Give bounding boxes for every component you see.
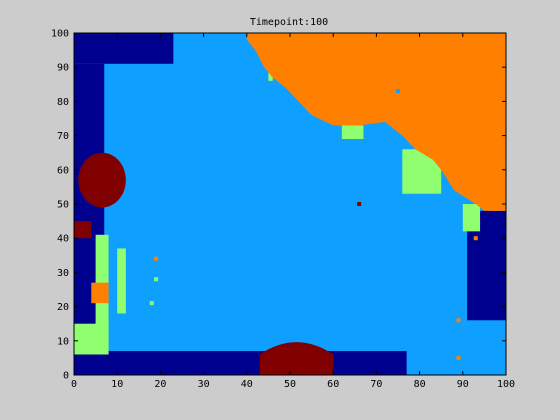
x-tick-label: 0 xyxy=(71,379,77,390)
y-tick-label: 60 xyxy=(57,165,69,176)
y-tick-label: 50 xyxy=(57,200,69,211)
x-tick-label: 40 xyxy=(241,379,253,390)
state-regions xyxy=(74,33,507,375)
x-tick-label: 100 xyxy=(497,379,515,390)
region-dark-blue-0 xyxy=(74,33,174,64)
chart-title: Timepoint:100 xyxy=(250,17,328,28)
point-orange-8 xyxy=(456,355,461,360)
x-tick-label: 80 xyxy=(414,379,426,390)
x-tick-label: 50 xyxy=(284,379,296,390)
region-light-green-9 xyxy=(117,248,126,314)
x-tick-label: 10 xyxy=(111,379,123,390)
region-dark-red-4 xyxy=(259,342,334,375)
y-tick-label: 10 xyxy=(57,336,69,347)
y-tick-label: 20 xyxy=(57,302,69,313)
state-points xyxy=(149,89,478,360)
point-orange-7 xyxy=(456,318,461,323)
y-axis-ticks: 0 10 20 30 40 50 60 70 80 90 100 xyxy=(51,29,506,382)
point-light-blue-1 xyxy=(279,147,284,152)
point-light-green-5 xyxy=(154,277,159,282)
x-tick-label: 30 xyxy=(198,379,210,390)
region-orange-14 xyxy=(246,33,507,211)
y-tick-label: 30 xyxy=(57,268,69,279)
y-tick-label: 100 xyxy=(51,29,69,40)
point-light-green-6 xyxy=(149,301,154,306)
y-tick-label: 80 xyxy=(57,97,69,108)
y-tick-label: 0 xyxy=(63,371,69,382)
x-tick-label: 60 xyxy=(327,379,339,390)
y-tick-label: 90 xyxy=(57,63,69,74)
region-light-green-12 xyxy=(462,204,481,232)
y-tick-label: 70 xyxy=(57,131,69,142)
region-orange-15 xyxy=(91,282,109,304)
region-dark-red-6 xyxy=(74,221,92,239)
y-tick-label: 40 xyxy=(57,234,69,245)
region-dark-red-5 xyxy=(78,152,126,208)
x-axis-ticks: 0 10 20 30 40 50 60 70 80 90 100 xyxy=(71,33,515,390)
x-tick-label: 70 xyxy=(370,379,382,390)
point-orange-3 xyxy=(473,236,478,241)
region-light-green-10 xyxy=(341,125,364,140)
point-dark-red-2 xyxy=(357,202,362,206)
point-orange-4 xyxy=(154,256,159,261)
x-tick-label: 90 xyxy=(457,379,469,390)
x-tick-label: 20 xyxy=(154,379,166,390)
region-dark-blue-2 xyxy=(74,351,407,375)
point-light-blue-0 xyxy=(396,89,400,94)
